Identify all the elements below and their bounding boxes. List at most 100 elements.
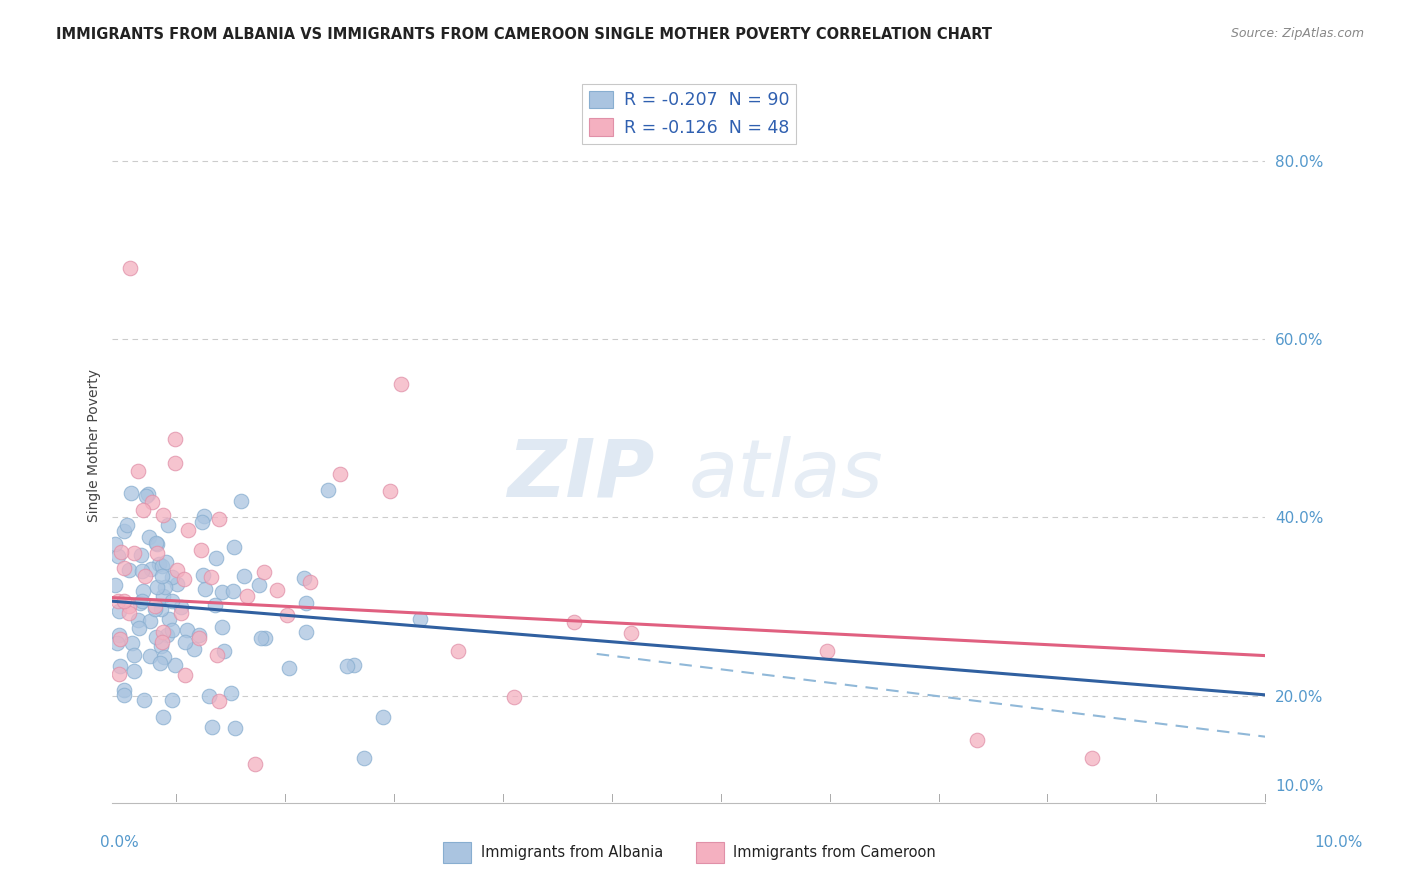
Point xyxy=(214,643,236,657)
Point xyxy=(266,582,288,597)
Point xyxy=(208,694,231,708)
Point xyxy=(380,484,402,499)
Point xyxy=(204,599,226,613)
Point xyxy=(243,756,266,771)
Point xyxy=(222,540,245,554)
Point xyxy=(108,604,131,618)
Point xyxy=(173,573,195,587)
Point xyxy=(236,589,259,603)
Point xyxy=(620,626,643,640)
Point xyxy=(138,530,160,544)
Point xyxy=(299,575,322,590)
Text: ZIP: ZIP xyxy=(508,435,654,514)
Point xyxy=(150,601,173,615)
Point xyxy=(157,518,180,533)
Point xyxy=(247,578,270,592)
Point xyxy=(136,487,159,501)
Point xyxy=(160,623,183,637)
Point xyxy=(152,625,174,640)
Text: 0.0%: 0.0% xyxy=(100,836,139,850)
Point xyxy=(253,566,276,580)
Text: Source: ZipAtlas.com: Source: ZipAtlas.com xyxy=(1230,27,1364,40)
Point xyxy=(128,622,150,636)
Point xyxy=(117,607,139,621)
Point xyxy=(219,686,242,700)
Point xyxy=(146,546,169,560)
Point xyxy=(187,628,209,642)
Point xyxy=(329,467,352,481)
Point xyxy=(173,668,195,682)
Point xyxy=(110,659,132,673)
Point xyxy=(134,692,156,706)
Point xyxy=(211,585,233,599)
Point xyxy=(190,516,212,530)
Point xyxy=(148,557,170,571)
Point xyxy=(166,577,188,591)
Point xyxy=(162,569,184,583)
Point xyxy=(353,751,375,765)
Point xyxy=(176,624,198,638)
Point xyxy=(222,583,245,598)
Point xyxy=(146,580,169,594)
Point xyxy=(107,628,129,642)
Point xyxy=(152,710,174,724)
Point xyxy=(276,607,298,622)
Point xyxy=(1081,751,1104,765)
Point xyxy=(107,594,129,608)
Point xyxy=(174,635,197,649)
Text: Immigrants from Albania: Immigrants from Albania xyxy=(481,846,664,860)
Point xyxy=(253,632,276,646)
Point xyxy=(150,635,173,649)
Point xyxy=(170,599,193,614)
Point xyxy=(122,546,145,560)
Point xyxy=(211,620,233,634)
Point xyxy=(122,664,145,678)
Point xyxy=(131,594,153,608)
Point xyxy=(121,636,143,650)
Point xyxy=(170,607,193,621)
Point xyxy=(135,489,157,503)
Point xyxy=(277,661,299,675)
Point xyxy=(134,569,156,583)
Point xyxy=(502,690,524,704)
Point xyxy=(131,564,153,578)
Point xyxy=(112,561,135,575)
Point xyxy=(163,456,186,470)
Point xyxy=(108,667,131,681)
Point xyxy=(145,536,167,550)
Point xyxy=(150,558,173,573)
Point xyxy=(191,568,214,582)
Point xyxy=(193,509,215,524)
Point xyxy=(295,596,318,610)
Point xyxy=(150,639,173,653)
Point xyxy=(318,483,340,497)
Point xyxy=(139,649,162,664)
Point xyxy=(112,594,135,608)
Point xyxy=(815,644,838,658)
Point xyxy=(117,563,139,577)
Point xyxy=(104,537,127,551)
Point xyxy=(143,599,166,613)
Point xyxy=(562,615,585,629)
Legend: R = -0.207  N = 90, R = -0.126  N = 48: R = -0.207 N = 90, R = -0.126 N = 48 xyxy=(582,84,796,144)
Point xyxy=(343,657,366,672)
Point xyxy=(110,632,132,646)
Point xyxy=(389,376,412,391)
Point xyxy=(155,556,177,570)
Point xyxy=(177,523,200,537)
Point xyxy=(208,512,231,526)
Point xyxy=(183,641,205,656)
Point xyxy=(139,615,162,629)
Point xyxy=(153,580,176,594)
Point xyxy=(295,625,318,640)
Point xyxy=(112,688,135,702)
Point xyxy=(141,495,163,509)
Point xyxy=(336,659,359,673)
Point xyxy=(166,563,188,577)
Point xyxy=(145,602,167,616)
Point xyxy=(141,562,163,576)
Point xyxy=(292,571,315,585)
Point xyxy=(163,657,186,672)
Point xyxy=(201,721,224,735)
Point xyxy=(127,613,149,627)
